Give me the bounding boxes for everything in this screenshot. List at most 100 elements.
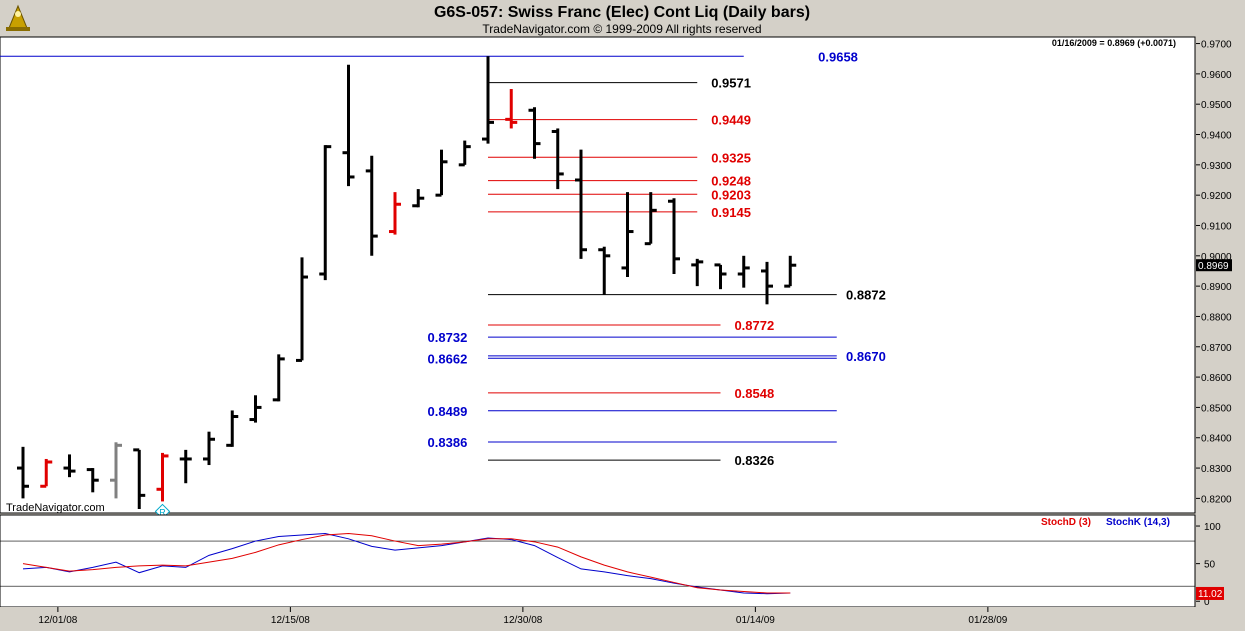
level-label: 0.8772 <box>734 318 774 333</box>
ohlc-bar <box>63 454 76 478</box>
stoch-axis: 100 50 011.02 <box>0 522 1224 608</box>
ohlc-bar <box>249 395 262 423</box>
level-label: 0.9325 <box>711 150 751 165</box>
level-label-bg <box>708 149 757 166</box>
ohlc-bar <box>389 192 401 235</box>
level-label-bg <box>424 433 473 450</box>
ohlc-bar <box>644 192 657 246</box>
level-label-bg <box>424 329 473 346</box>
level-label: 0.9145 <box>711 205 751 220</box>
price-axis-label: 0.9500 <box>1201 100 1232 111</box>
ohlc-bar <box>598 246 611 295</box>
ohlc-bar <box>621 192 634 278</box>
level-label-bg <box>731 384 780 401</box>
ohlc-bar <box>575 149 587 259</box>
level-label-bg <box>708 74 757 91</box>
level-label-bg <box>843 286 892 303</box>
quote-readout: 01/16/2009 = 0.8969 (+0.0071) <box>1052 38 1176 48</box>
stoch-series-line <box>22 533 791 595</box>
time-axis-label: 01/14/09 <box>736 615 775 626</box>
price-axis-label: 0.8300 <box>1201 464 1232 475</box>
level-label-bg <box>708 186 757 203</box>
time-axis-label: 12/15/08 <box>271 615 310 626</box>
watermark: TradeNavigator.com <box>6 502 105 514</box>
stoch-axis-label: 50 <box>1204 560 1216 571</box>
price-axis-label: 0.9700 <box>1201 40 1232 51</box>
price-axis-label: 0.9600 <box>1201 70 1232 81</box>
ohlc-bar <box>272 354 285 402</box>
level-label: 0.9449 <box>711 113 751 128</box>
time-axis-label: 12/01/08 <box>38 615 77 626</box>
price-axis-label: 0.9300 <box>1201 161 1232 172</box>
level-label-bg <box>731 452 780 469</box>
price-axis-label: 0.8500 <box>1201 403 1232 414</box>
price-axis: 0.9700 0.9600 0.9500 0.9400 0.9300 0.9200 0.91… <box>1196 40 1232 505</box>
price-axis-label: 0.9100 <box>1201 221 1232 232</box>
ohlc-bar <box>156 452 169 502</box>
last-price-box <box>1196 259 1232 272</box>
ohlc-bar <box>435 149 448 197</box>
level-label-bg <box>843 347 892 364</box>
price-axis-label: 0.9200 <box>1201 191 1232 202</box>
ohlc-bar <box>482 56 494 144</box>
ohlc-bar <box>737 255 750 288</box>
ohlc-bar <box>40 458 53 488</box>
ohlc-bar <box>319 145 332 281</box>
price-axis-label: 0.8700 <box>1201 343 1232 354</box>
ohlc-bar <box>342 64 355 187</box>
chart-header: G6S-057: Swiss Franc (Elec) Cont Liq (Da… <box>0 0 1245 37</box>
ohlc-bar <box>668 198 680 274</box>
stoch-last-box <box>1196 586 1224 600</box>
level-label: 0.9571 <box>711 76 751 91</box>
time-axis: 12/01/08 12/15/08 12/30/08 01/14/09 01/28/09 <box>0 607 1245 631</box>
stoch-axis-label: 100 <box>1204 522 1221 533</box>
stoch-series-line <box>22 533 791 594</box>
level-label-bg <box>815 48 864 65</box>
time-axis-label: 01/28/09 <box>968 615 1007 626</box>
level-label-bg <box>708 203 757 220</box>
chart-title: G6S-057: Swiss Franc (Elec) Cont Liq (Da… <box>434 4 810 21</box>
ohlc-bar <box>179 449 192 484</box>
level-label: 0.8489 <box>428 404 468 419</box>
ohlc-bar <box>784 255 797 288</box>
level-label: 0.9658 <box>818 49 858 64</box>
price-axis-label: 0.9000 <box>1201 252 1232 263</box>
ohlc-bar <box>365 155 378 256</box>
level-label: 0.8670 <box>846 349 886 364</box>
price-axis-label: 0.8400 <box>1201 434 1232 445</box>
level-label-bg <box>708 172 757 189</box>
price-bars: R <box>17 56 797 520</box>
level-label: 0.8326 <box>734 453 774 468</box>
stochastic-panel: StochD (3) StochK (14,3) 100 50 011.02 <box>0 514 1224 608</box>
last-price-label: 0.8969 <box>1198 261 1229 272</box>
stoch-legend: StochD (3) StochK (14,3) <box>1041 517 1170 528</box>
ohlc-bar <box>714 263 727 290</box>
level-label: 0.8872 <box>846 288 886 303</box>
level-label-bg <box>731 316 780 333</box>
ohlc-bar <box>110 442 122 499</box>
price-panel: 01/16/2009 = 0.8969 (+0.0071) TradeNavig… <box>0 36 1232 520</box>
level-label-bg <box>424 350 473 367</box>
level-label: 0.8386 <box>428 435 468 450</box>
ohlc-bar <box>458 140 471 167</box>
level-label-bg <box>424 402 473 419</box>
ohlc-bar <box>296 257 308 362</box>
marker-symbol: R <box>159 507 166 517</box>
price-axis-label: 0.8900 <box>1201 282 1232 293</box>
chart-subtitle: TradeNavigator.com © 1999-2009 All right… <box>482 22 761 36</box>
stoch-legend-d: StochD (3) <box>1041 517 1091 528</box>
level-label-bg <box>708 111 757 128</box>
stoch-axis-label: 0 <box>1204 597 1210 608</box>
price-axis-label: 0.8200 <box>1201 494 1232 505</box>
level-label: 0.8548 <box>734 386 774 401</box>
price-axis-label: 0.8600 <box>1201 373 1232 384</box>
stoch-last-label: 11.02 <box>1198 589 1223 600</box>
ohlc-bar <box>761 261 773 305</box>
level-label: 0.8732 <box>428 330 468 345</box>
price-axis-label: 0.8800 <box>1201 312 1232 323</box>
logo-icon <box>6 4 30 31</box>
ohlc-bar <box>17 446 29 499</box>
